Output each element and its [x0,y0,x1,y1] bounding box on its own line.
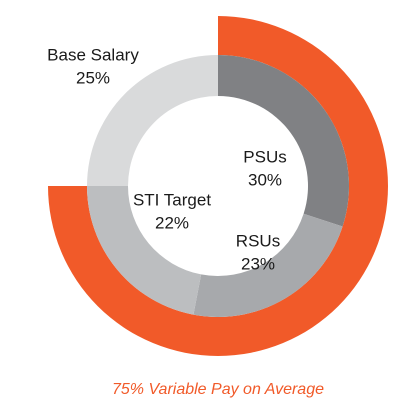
segment-value: 22% [155,213,189,232]
donut-segment [218,55,349,227]
segment-value: 25% [76,68,110,87]
segment-label: RSUs [236,231,280,250]
donut-segment [87,186,202,315]
donut-segment [87,55,218,186]
segment-value: 30% [248,170,282,189]
segment-label: STI Target [133,190,211,209]
donut-segment [193,213,343,317]
segment-value: 23% [241,254,275,273]
segment-label: Base Salary [47,45,139,64]
annotation: 75% Variable Pay on Average [112,381,324,398]
segment-label: PSUs [243,147,286,166]
